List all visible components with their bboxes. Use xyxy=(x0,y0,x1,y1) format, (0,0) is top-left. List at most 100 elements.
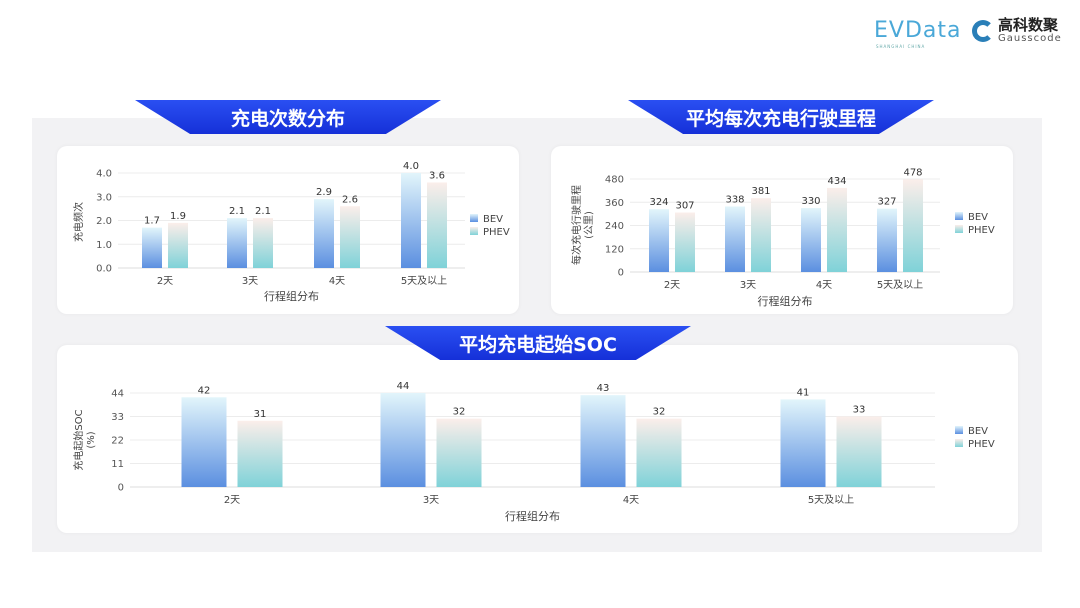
y-tick-label: 22 xyxy=(111,436,124,447)
bar-phev xyxy=(836,416,882,487)
legend-label: BEV xyxy=(968,212,988,223)
bar-bev xyxy=(877,208,897,272)
y-tick-label: 3.0 xyxy=(96,192,112,203)
bar-phev xyxy=(903,179,923,272)
evdata-logo-text: EVData xyxy=(874,18,962,43)
legend-label: PHEV xyxy=(968,225,995,236)
bar-bev xyxy=(142,227,162,268)
bar-bev xyxy=(649,209,669,272)
bar-bev xyxy=(314,199,334,268)
data-label: 1.9 xyxy=(170,211,186,222)
y-tick-label: 480 xyxy=(605,175,624,186)
data-label: 33 xyxy=(853,405,866,416)
legend-label: PHEV xyxy=(483,227,510,238)
x-tick-label: 2天 xyxy=(224,495,240,506)
y-tick-label: 11 xyxy=(111,459,124,470)
evdata-logo-sub: SHANGHAI CHINA xyxy=(876,44,926,49)
data-label: 327 xyxy=(877,197,896,208)
y-tick-label: 120 xyxy=(605,244,624,255)
y-tick-label: 1.0 xyxy=(96,240,112,251)
y-tick-label: 360 xyxy=(605,198,624,209)
y-axis-title-line: (%) xyxy=(86,431,97,448)
legend-swatch xyxy=(470,214,478,222)
y-tick-label: 0 xyxy=(118,483,124,494)
x-tick-label: 4天 xyxy=(623,495,639,506)
y-axis-title-line: (公里) xyxy=(583,211,595,239)
x-axis-title: 行程组分布 xyxy=(264,289,319,303)
data-label: 381 xyxy=(751,186,770,197)
gausscode-cn: 高科数聚 xyxy=(998,16,1059,34)
y-axis-title: 充电起始SOC(%) xyxy=(72,409,97,470)
bar-bev xyxy=(725,206,745,272)
data-label: 2.1 xyxy=(229,206,245,217)
bar-bev xyxy=(227,218,247,268)
x-axis-title: 行程组分布 xyxy=(505,509,560,523)
gausscode-en: Gausscode xyxy=(998,33,1062,44)
x-tick-label: 2天 xyxy=(664,280,680,291)
x-tick-label: 5天及以上 xyxy=(401,275,447,287)
legend-label: BEV xyxy=(483,214,503,225)
data-label: 32 xyxy=(653,407,666,418)
bar-bev xyxy=(401,173,421,268)
data-label: 434 xyxy=(827,176,846,187)
legend-swatch xyxy=(955,426,963,434)
y-tick-label: 33 xyxy=(111,412,124,423)
y-tick-label: 240 xyxy=(605,221,624,232)
x-tick-label: 3天 xyxy=(740,280,756,291)
data-label: 41 xyxy=(797,387,810,398)
x-tick-label: 4天 xyxy=(816,280,832,291)
bar-bev xyxy=(580,395,626,487)
data-label: 330 xyxy=(801,196,820,207)
x-tick-label: 5天及以上 xyxy=(808,494,854,506)
legend-label: PHEV xyxy=(968,439,995,450)
evdata-logo: EVData SHANGHAI CHINA xyxy=(874,18,962,49)
y-axis-title-line: 充电起始SOC xyxy=(72,409,85,470)
legend-swatch xyxy=(955,212,963,220)
data-label: 42 xyxy=(198,385,211,396)
x-tick-label: 3天 xyxy=(242,276,258,287)
banner-frequency: 充电次数分布 xyxy=(135,100,441,134)
data-label: 3.6 xyxy=(429,171,445,182)
y-tick-label: 44 xyxy=(111,389,124,400)
bar-phev xyxy=(253,218,273,268)
y-axis-title-line: 充电频次 xyxy=(72,202,85,242)
y-axis-title: 每次充电行驶里程(公里) xyxy=(570,185,595,265)
data-label: 4.0 xyxy=(403,161,419,172)
data-label: 43 xyxy=(597,383,610,394)
bar-bev xyxy=(380,393,426,487)
data-label: 32 xyxy=(453,407,466,418)
legend-swatch xyxy=(955,439,963,447)
data-label: 324 xyxy=(649,197,668,208)
bar-phev xyxy=(168,222,188,268)
bar-bev xyxy=(181,397,227,487)
chart-title: 平均每次充电行驶里程 xyxy=(685,107,876,130)
gausscode-mark-icon xyxy=(972,20,994,42)
bar-phev xyxy=(675,212,695,272)
data-label: 2.6 xyxy=(342,194,358,205)
banner-distance: 平均每次充电行驶里程 xyxy=(628,100,934,134)
bar-phev xyxy=(436,418,482,487)
legend-swatch xyxy=(955,225,963,233)
bar-phev xyxy=(827,187,847,272)
legend-swatch xyxy=(470,227,478,235)
data-label: 44 xyxy=(397,381,410,392)
legend-label: BEV xyxy=(968,426,988,437)
bar-phev xyxy=(751,198,771,272)
data-label: 2.1 xyxy=(255,206,271,217)
data-label: 31 xyxy=(254,409,267,420)
x-axis-title: 行程组分布 xyxy=(758,294,813,308)
y-tick-label: 2.0 xyxy=(96,216,112,227)
bar-phev xyxy=(427,182,447,268)
x-tick-label: 4天 xyxy=(329,276,345,287)
bar-bev xyxy=(801,208,821,272)
bar-phev xyxy=(340,206,360,268)
bar-bev xyxy=(780,399,826,487)
x-tick-label: 2天 xyxy=(157,276,173,287)
chart-title: 充电次数分布 xyxy=(230,107,345,130)
x-tick-label: 3天 xyxy=(423,495,439,506)
y-axis-title: 充电频次 xyxy=(72,202,85,242)
y-tick-label: 0 xyxy=(618,268,624,279)
chart-card-distance xyxy=(551,146,1013,314)
chart-title: 平均充电起始SOC xyxy=(459,333,617,356)
